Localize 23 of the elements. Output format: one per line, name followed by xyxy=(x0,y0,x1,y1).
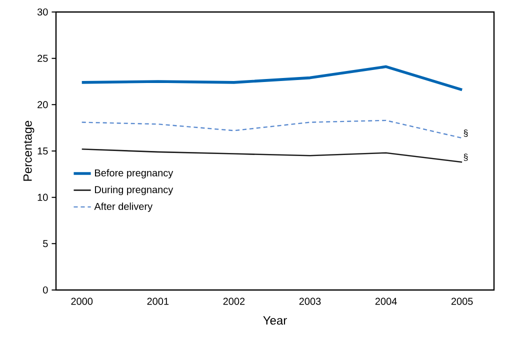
x-tick-label: 2001 xyxy=(147,298,169,305)
y-tick-label: 30 xyxy=(37,8,48,16)
x-tick-label: 2003 xyxy=(299,298,321,305)
legend-label: During pregnancy xyxy=(95,186,174,196)
legend-label: Before pregnancy xyxy=(95,169,174,178)
x-axis-title: Year xyxy=(263,316,287,325)
x-tick-label: 2000 xyxy=(71,298,93,305)
y-tick-label: 25 xyxy=(38,54,48,62)
y-axis-title: Percentage xyxy=(23,120,34,181)
y-tick-label: 5 xyxy=(43,240,48,248)
y-tick-label: 15 xyxy=(38,148,48,154)
x-tick-label: 2004 xyxy=(375,298,397,305)
legend-label: After delivery xyxy=(94,202,153,212)
annotation: § xyxy=(464,130,468,137)
x-tick-label: 2002 xyxy=(223,298,245,305)
line-series xyxy=(81,148,463,163)
y-tick-label: 20 xyxy=(38,101,48,108)
line-series xyxy=(80,65,464,92)
x-tick-label: 2005 xyxy=(451,298,473,305)
annotation: § xyxy=(464,154,468,161)
line-series xyxy=(81,120,463,139)
y-tick-label: 0 xyxy=(43,286,48,294)
y-tick-label: 10 xyxy=(38,194,48,201)
